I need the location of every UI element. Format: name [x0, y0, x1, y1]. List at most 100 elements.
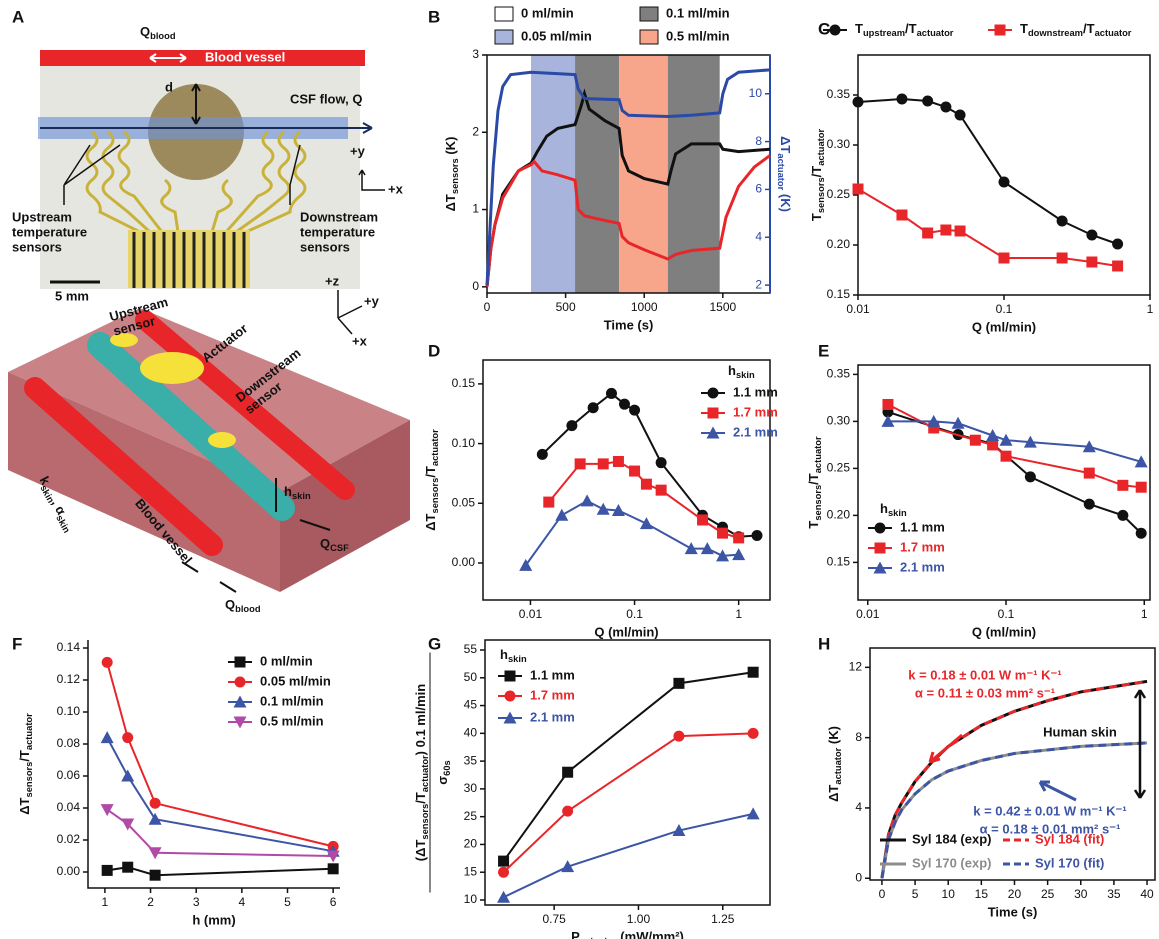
series-line — [541, 392, 758, 538]
marker — [148, 847, 162, 860]
diagram-label-part: Q — [140, 24, 150, 39]
diagram-label: CSF flow, Q — [290, 91, 362, 106]
marker — [716, 549, 730, 562]
legend-label: 0.5 ml/min — [666, 28, 730, 43]
marker — [922, 95, 934, 107]
marker — [998, 252, 1010, 264]
y-axis-label-part: T — [809, 213, 824, 221]
marker — [999, 433, 1013, 446]
panel-label: F — [12, 634, 22, 653]
y-axis-label: ΔTsensors/Tactuator — [17, 713, 34, 815]
csf-tube — [87, 332, 295, 521]
y-axis-label: ΔTsensors (K) — [443, 137, 460, 212]
x-tick-label: 0.01 — [856, 607, 880, 621]
marker — [684, 542, 698, 555]
legend-label: Syl 184 (fit) — [1035, 831, 1104, 846]
legend-label: 1.1 mm — [530, 667, 575, 682]
marker — [100, 731, 114, 744]
y-tick-label: 20 — [464, 837, 478, 851]
marker — [672, 824, 686, 837]
marker — [852, 183, 864, 195]
series-line — [887, 403, 1142, 489]
y-axis-label: ΔTactuator (K) — [826, 726, 843, 802]
y-tick-label: 0.04 — [57, 800, 81, 814]
series-line — [107, 866, 334, 877]
y-axis-label-part: sensors — [420, 804, 430, 840]
marker — [954, 225, 966, 237]
legend-title-part: skin — [736, 370, 755, 380]
panel-a-model — [8, 308, 410, 593]
y-axis-label-part: /T — [413, 792, 428, 804]
legend-label-part: T — [1020, 21, 1028, 36]
legend-label-part: downstream — [1028, 28, 1083, 38]
marker — [697, 514, 709, 526]
marker — [504, 670, 516, 682]
series-line — [524, 499, 739, 566]
marker — [747, 727, 759, 739]
diagram-label: Upstream — [12, 209, 72, 224]
legend-label: 2.1 mm — [900, 559, 945, 574]
chart: C 0.01 0.1 1 0.15 0.20 0.25 0.30 0.35 Q (ml/min) T… — [809, 19, 1153, 334]
diagram-label-part: Q — [225, 597, 235, 612]
series-line — [880, 679, 1148, 879]
marker — [629, 465, 641, 477]
axes-3d — [337, 290, 363, 335]
marker — [1112, 238, 1124, 250]
annotation-arrow — [1038, 780, 1077, 802]
legend-title-part: h — [880, 501, 888, 516]
y-tick-label: 30 — [464, 781, 478, 795]
diagram-label: +y — [364, 293, 380, 308]
y2-tick-label: 2 — [755, 277, 762, 291]
x-tick-label: 40 — [1140, 887, 1154, 901]
marker — [498, 855, 510, 867]
y-axis-label-part: /T — [423, 466, 438, 478]
marker — [874, 542, 886, 554]
y-axis-label-part: sensors — [813, 485, 823, 521]
x-tick-label: 3 — [193, 895, 200, 909]
y-axis-label-part: sensors — [816, 177, 826, 213]
panel-label: B — [428, 7, 440, 26]
marker — [149, 869, 161, 881]
box-side — [280, 420, 410, 592]
marker — [327, 863, 339, 875]
y-tick-label: 0.15 — [827, 555, 851, 569]
legend-swatch — [639, 29, 659, 45]
marker — [700, 542, 714, 555]
marker — [928, 422, 940, 434]
marker — [969, 434, 981, 446]
y-tick-label: 0.30 — [827, 414, 851, 428]
diagram-label-part: skin — [54, 514, 72, 535]
y-axis-label-part: ΔT — [17, 797, 32, 814]
marker — [706, 426, 720, 439]
y-axis-label-part: ) 0.1 ml/min — [413, 684, 428, 756]
annotation-arrow — [928, 733, 963, 764]
marker — [717, 527, 729, 539]
axes — [87, 640, 340, 889]
marker — [566, 420, 578, 432]
y-tick-label: 0.00 — [452, 555, 476, 569]
legend-label: Tupstream/Tactuator — [855, 21, 954, 38]
pad-stripes — [132, 232, 246, 288]
panel-a-photo — [38, 50, 385, 335]
y2-tick-label: 10 — [749, 86, 763, 100]
marker — [747, 666, 759, 678]
legend-swatch — [639, 6, 659, 22]
marker — [122, 732, 134, 744]
plot-frame — [869, 647, 1156, 881]
marker — [101, 864, 113, 876]
marker — [732, 548, 746, 561]
model-arrows — [181, 478, 331, 593]
series-line — [485, 68, 771, 286]
panel-label: C — [818, 19, 830, 38]
y2-tick-label: 4 — [755, 229, 762, 243]
diagram-label: Downstream — [300, 209, 378, 224]
legend-title-part: skin — [508, 654, 527, 664]
marker — [1135, 527, 1147, 539]
y-tick-label: 1 — [472, 202, 479, 216]
y-tick-label: 0 — [472, 279, 479, 293]
x-tick-label: 0.1 — [996, 302, 1013, 316]
x-axis-label: Time (s) — [988, 904, 1038, 919]
y-tick-label: 0 — [855, 870, 862, 884]
diagram-label: A — [12, 7, 24, 26]
y-axis-label: Tsensors/Tactuator — [809, 129, 826, 222]
